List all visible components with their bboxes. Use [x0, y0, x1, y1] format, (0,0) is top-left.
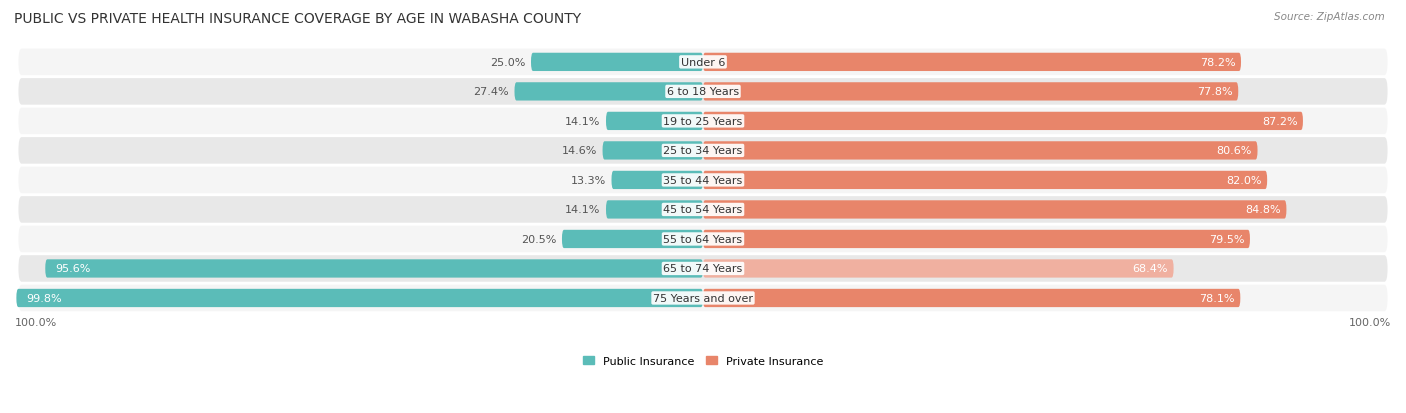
- Text: 25.0%: 25.0%: [491, 58, 526, 68]
- Text: 20.5%: 20.5%: [522, 235, 557, 244]
- FancyBboxPatch shape: [18, 167, 1388, 194]
- Text: 35 to 44 Years: 35 to 44 Years: [664, 176, 742, 185]
- FancyBboxPatch shape: [703, 230, 1250, 249]
- FancyBboxPatch shape: [18, 50, 1388, 76]
- Text: 100.0%: 100.0%: [15, 317, 58, 328]
- FancyBboxPatch shape: [703, 83, 1239, 101]
- Legend: Public Insurance, Private Insurance: Public Insurance, Private Insurance: [583, 356, 823, 366]
- Text: 75 Years and over: 75 Years and over: [652, 293, 754, 303]
- FancyBboxPatch shape: [18, 79, 1388, 105]
- FancyBboxPatch shape: [45, 260, 703, 278]
- Text: 13.3%: 13.3%: [571, 176, 606, 185]
- FancyBboxPatch shape: [703, 171, 1267, 190]
- FancyBboxPatch shape: [703, 201, 1286, 219]
- Text: PUBLIC VS PRIVATE HEALTH INSURANCE COVERAGE BY AGE IN WABASHA COUNTY: PUBLIC VS PRIVATE HEALTH INSURANCE COVER…: [14, 12, 581, 26]
- Text: 77.8%: 77.8%: [1197, 87, 1233, 97]
- Text: Under 6: Under 6: [681, 58, 725, 68]
- Text: 87.2%: 87.2%: [1261, 116, 1298, 127]
- Text: 25 to 34 Years: 25 to 34 Years: [664, 146, 742, 156]
- FancyBboxPatch shape: [18, 108, 1388, 135]
- Text: 100.0%: 100.0%: [1348, 317, 1391, 328]
- FancyBboxPatch shape: [703, 142, 1257, 160]
- Text: 84.8%: 84.8%: [1246, 205, 1281, 215]
- Text: Source: ZipAtlas.com: Source: ZipAtlas.com: [1274, 12, 1385, 22]
- FancyBboxPatch shape: [562, 230, 703, 249]
- FancyBboxPatch shape: [703, 54, 1241, 72]
- Text: 82.0%: 82.0%: [1226, 176, 1261, 185]
- Text: 68.4%: 68.4%: [1133, 264, 1168, 274]
- Text: 65 to 74 Years: 65 to 74 Years: [664, 264, 742, 274]
- FancyBboxPatch shape: [703, 260, 1174, 278]
- Text: 80.6%: 80.6%: [1216, 146, 1251, 156]
- Text: 27.4%: 27.4%: [474, 87, 509, 97]
- FancyBboxPatch shape: [18, 197, 1388, 223]
- Text: 79.5%: 79.5%: [1209, 235, 1244, 244]
- FancyBboxPatch shape: [603, 142, 703, 160]
- Text: 78.1%: 78.1%: [1199, 293, 1234, 303]
- FancyBboxPatch shape: [18, 138, 1388, 164]
- FancyBboxPatch shape: [18, 285, 1388, 311]
- Text: 14.1%: 14.1%: [565, 116, 600, 127]
- Text: 6 to 18 Years: 6 to 18 Years: [666, 87, 740, 97]
- Text: 14.1%: 14.1%: [565, 205, 600, 215]
- Text: 95.6%: 95.6%: [56, 264, 91, 274]
- FancyBboxPatch shape: [531, 54, 703, 72]
- FancyBboxPatch shape: [612, 171, 703, 190]
- FancyBboxPatch shape: [606, 201, 703, 219]
- FancyBboxPatch shape: [515, 83, 703, 101]
- Text: 55 to 64 Years: 55 to 64 Years: [664, 235, 742, 244]
- FancyBboxPatch shape: [18, 256, 1388, 282]
- Text: 14.6%: 14.6%: [561, 146, 598, 156]
- FancyBboxPatch shape: [18, 226, 1388, 253]
- FancyBboxPatch shape: [606, 112, 703, 131]
- Text: 19 to 25 Years: 19 to 25 Years: [664, 116, 742, 127]
- FancyBboxPatch shape: [703, 289, 1240, 307]
- FancyBboxPatch shape: [703, 112, 1303, 131]
- FancyBboxPatch shape: [17, 289, 703, 307]
- Text: 45 to 54 Years: 45 to 54 Years: [664, 205, 742, 215]
- Text: 78.2%: 78.2%: [1199, 58, 1236, 68]
- Text: 99.8%: 99.8%: [27, 293, 62, 303]
